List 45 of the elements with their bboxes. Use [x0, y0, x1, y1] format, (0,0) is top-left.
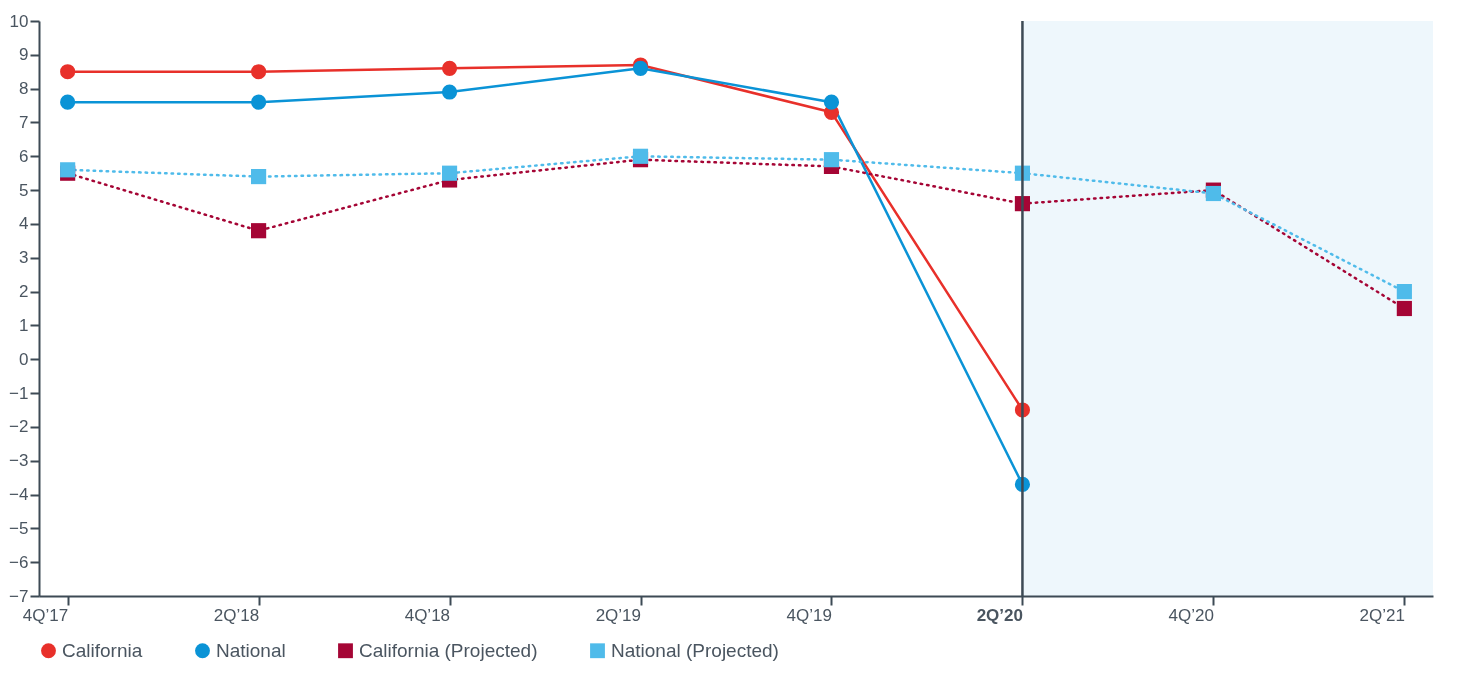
point — [632, 148, 649, 164]
point — [251, 223, 267, 239]
y-tick-label: 10 — [9, 11, 29, 31]
point — [441, 165, 458, 181]
x-tick-label: 4Q’18 — [404, 605, 451, 625]
y-tick-label: 7 — [19, 112, 29, 132]
legend-label: National — [216, 639, 286, 661]
x-tick-label: 4Q’19 — [786, 605, 832, 625]
point — [441, 84, 458, 100]
point — [1205, 185, 1221, 202]
legend-label: National (Projected) — [611, 639, 779, 661]
y-tick-label: −1 — [9, 383, 29, 403]
y-tick-label: 2 — [19, 282, 29, 302]
y-tick-label: 3 — [19, 248, 29, 268]
point — [251, 169, 267, 185]
y-tick-label: −5 — [9, 518, 29, 538]
x-tick-label: 2Q’20 — [976, 605, 1023, 625]
legend-label: California (Projected) — [359, 639, 538, 661]
y-tick-label: −3 — [9, 451, 29, 471]
y-tick-label: −4 — [9, 485, 29, 505]
y-tick-label: 6 — [19, 146, 29, 166]
y-tick-label: 8 — [19, 79, 29, 99]
x-tick-label: 2Q’19 — [595, 605, 642, 625]
y-tick-label: 4 — [19, 214, 29, 234]
x-tick-label: 2Q’21 — [1359, 605, 1405, 625]
point — [823, 152, 840, 168]
y-tick-label: −2 — [9, 417, 29, 437]
point — [251, 94, 267, 110]
y-tick-label: 9 — [19, 45, 29, 65]
point — [251, 64, 267, 80]
y-tick-label: 0 — [19, 349, 29, 369]
point — [60, 94, 76, 110]
x-tick-label: 2Q’18 — [213, 605, 260, 625]
point — [1396, 300, 1412, 317]
y-tick-label: 1 — [19, 315, 29, 335]
x-tick-label: 4Q’17 — [22, 605, 69, 625]
point — [823, 94, 840, 110]
point — [60, 64, 76, 80]
point — [441, 60, 458, 76]
x-tick-label: 4Q’20 — [1168, 605, 1214, 625]
y-tick-label: −6 — [9, 552, 29, 572]
y-tick-label: 5 — [19, 180, 29, 200]
point — [1396, 284, 1412, 300]
legend-label: California — [62, 639, 143, 661]
y-tick-label: −7 — [9, 586, 29, 606]
